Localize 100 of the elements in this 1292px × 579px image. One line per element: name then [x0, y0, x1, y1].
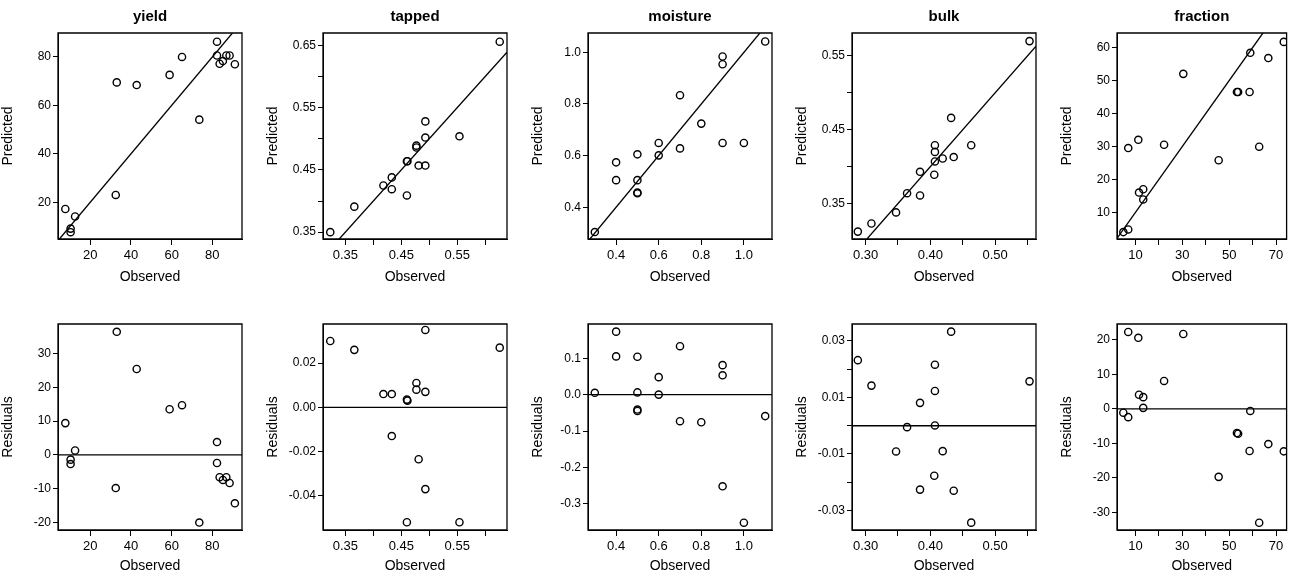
chart-title: tapped: [390, 7, 440, 24]
point: [902, 422, 912, 432]
point: [949, 486, 959, 496]
x-tick-label: 70: [1268, 538, 1284, 554]
y-tick-label: 60: [37, 97, 52, 112]
point: [225, 478, 234, 488]
x-tick-label: 0.6: [649, 538, 668, 554]
y-tick-label: -0.2: [560, 459, 582, 474]
y-axis-title: Predicted: [1058, 106, 1075, 166]
point: [421, 161, 430, 170]
x-tick-label: 0.6: [649, 247, 668, 263]
point: [350, 345, 359, 355]
point: [891, 447, 901, 456]
y-tick-label: 0.35: [292, 224, 317, 239]
point: [414, 454, 423, 464]
x-tick-label: 0.40: [917, 538, 944, 554]
point: [1245, 87, 1254, 97]
x-tick-label: 60: [164, 247, 179, 263]
y-axis-title: Predicted: [793, 106, 810, 166]
y-tick-label: 0: [1103, 401, 1111, 416]
chart-title: fraction: [1174, 7, 1230, 24]
y-tick-label: -10: [33, 481, 52, 496]
chart-title: moisture: [648, 7, 712, 24]
point: [212, 458, 222, 468]
y-tick-label: 10: [1096, 366, 1111, 381]
point: [718, 138, 727, 148]
point: [350, 202, 359, 211]
point: [195, 115, 204, 124]
point: [421, 117, 430, 126]
point: [212, 51, 222, 60]
point: [66, 459, 75, 469]
point: [760, 37, 770, 46]
point: [675, 341, 685, 351]
point: [1123, 225, 1133, 234]
point: [1025, 377, 1034, 386]
point: [414, 161, 423, 170]
y-axis-title: Residuals: [264, 396, 281, 458]
point: [1134, 390, 1144, 400]
point: [112, 78, 122, 87]
point: [70, 446, 80, 455]
x-tick-label: 40: [123, 538, 139, 554]
point: [455, 517, 464, 527]
x-axis-title: Observed: [913, 557, 975, 574]
point: [412, 378, 421, 388]
point: [1254, 142, 1264, 152]
point: [654, 151, 663, 160]
point: [867, 381, 876, 390]
y-tick-label: 0.03: [821, 333, 846, 348]
x-axis-title: Observed: [649, 268, 711, 285]
x-tick-label: 10: [1128, 247, 1143, 263]
point: [225, 51, 234, 60]
point: [1119, 227, 1128, 237]
point: [1134, 333, 1143, 343]
point: [930, 386, 940, 396]
point: [718, 59, 727, 69]
point: [132, 364, 141, 374]
x-tick-label: 0.35: [332, 538, 359, 554]
point: [929, 170, 939, 180]
point: [230, 59, 240, 69]
point: [1025, 36, 1034, 46]
x-tick-label: 0.50: [982, 538, 1008, 554]
y-axis-title: Residuals: [529, 396, 546, 458]
point: [402, 517, 412, 527]
y-tick-label: 20: [1096, 171, 1111, 186]
y-tick-label: 40: [37, 146, 52, 161]
y-tick-label: 0.00: [292, 399, 317, 414]
point: [590, 227, 600, 237]
y-tick-label: -30: [1092, 504, 1111, 519]
point: [697, 119, 706, 128]
point: [325, 227, 335, 237]
x-tick-label: 70: [1268, 247, 1284, 263]
point: [915, 167, 925, 177]
point: [1245, 406, 1255, 416]
point: [1214, 472, 1223, 482]
point: [930, 140, 940, 150]
point: [222, 51, 231, 60]
y-tick-label: 0.02: [292, 355, 317, 370]
point: [1178, 69, 1188, 79]
point: [590, 388, 600, 398]
y-tick-label: 0.35: [821, 195, 846, 210]
point: [412, 385, 421, 394]
y-tick-label: 20: [1096, 332, 1111, 347]
point: [111, 190, 121, 200]
point: [215, 59, 224, 69]
x-tick-label: 80: [205, 247, 220, 263]
y-tick-label: 0: [44, 447, 52, 462]
point: [1123, 143, 1133, 153]
point: [949, 152, 959, 162]
point: [633, 352, 642, 362]
point: [421, 484, 430, 494]
x-tick-label: 0.4: [607, 247, 626, 263]
point: [938, 446, 947, 456]
point: [222, 472, 231, 482]
x-axis-title: Observed: [384, 557, 446, 574]
x-tick-label: 50: [1221, 247, 1237, 263]
point: [611, 352, 621, 361]
x-tick-label: 20: [83, 538, 98, 554]
point: [633, 388, 642, 397]
point: [177, 400, 187, 410]
point: [387, 173, 397, 182]
